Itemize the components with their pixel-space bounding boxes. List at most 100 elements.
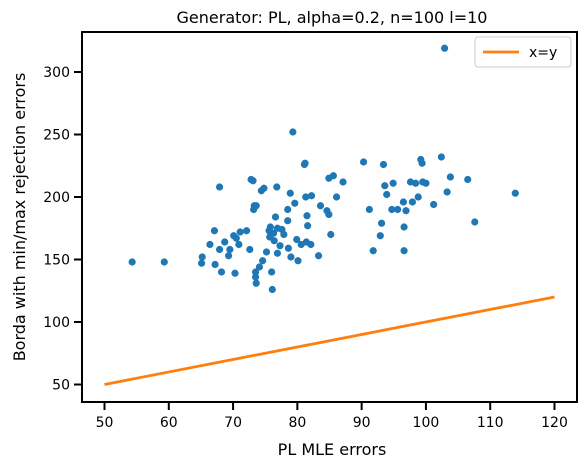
scatter-point — [160, 258, 168, 266]
scatter-point — [252, 279, 260, 287]
scatter-point — [376, 232, 384, 240]
plot-area — [104, 44, 555, 386]
scatter-point — [260, 184, 268, 192]
scatter-point — [273, 183, 281, 191]
scatter-point — [394, 205, 402, 214]
scatter-point — [252, 202, 260, 210]
scatter-point — [287, 253, 295, 261]
scatter-point — [226, 245, 234, 254]
legend: x=y — [474, 36, 572, 68]
scatter-point — [232, 234, 240, 242]
scatter-point — [399, 198, 408, 206]
scatter-point — [377, 219, 386, 227]
scatter-point — [437, 153, 445, 161]
scatter-point — [280, 230, 288, 239]
scatter-point — [388, 205, 396, 214]
x-tick-label: 70 — [224, 415, 242, 431]
scatter-point — [242, 227, 251, 235]
scatter-point — [422, 179, 430, 187]
scatter-point — [381, 182, 389, 190]
legend-box — [474, 36, 572, 68]
x-tick-label: 120 — [541, 415, 568, 431]
scatter-point — [215, 245, 224, 254]
series-line-x-equals-y — [104, 295, 555, 386]
scatter-point — [211, 260, 219, 269]
scatter-point — [329, 172, 337, 180]
scatter-point — [271, 213, 280, 221]
scatter-point — [430, 200, 438, 209]
scatter-point — [293, 235, 301, 244]
scatter-point — [304, 222, 312, 230]
scatter-point — [379, 160, 388, 169]
scatter-point — [412, 179, 420, 187]
scatter-point — [215, 183, 224, 191]
scatter-point — [307, 240, 315, 249]
plot-frame — [81, 31, 578, 403]
y-tick-label: 300 — [43, 65, 70, 81]
scatter-point — [231, 269, 239, 277]
scatter-point — [327, 230, 335, 239]
scatter-point — [316, 202, 325, 210]
y-tick-label: 200 — [43, 190, 70, 206]
scatter-point — [365, 205, 373, 214]
chart-title: Generator: PL, alpha=0.2, n=100 l=10 — [177, 8, 488, 27]
y-tick-label: 250 — [43, 128, 70, 144]
scatter-point — [339, 178, 347, 186]
x-tick-label: 80 — [288, 415, 306, 431]
scatter-point — [266, 223, 274, 231]
x-tick-label: 110 — [477, 415, 504, 431]
scatter-point — [440, 44, 449, 52]
scatter-point — [301, 159, 309, 167]
y-tick-label: 100 — [43, 315, 70, 331]
axes: 50 60 70 80 90 100 110 120 50 100 150 200 250 300 — [43, 31, 578, 431]
scatter-point — [270, 237, 278, 245]
x-tick-label: 60 — [160, 415, 178, 431]
scatter-point — [369, 247, 377, 255]
scatter-point — [273, 249, 282, 257]
scatter-point — [289, 128, 297, 136]
scatter-point — [284, 217, 292, 225]
scatter-point — [286, 189, 294, 197]
scatter-point — [414, 193, 422, 201]
scatter-point — [400, 223, 408, 231]
scatter-point — [383, 190, 391, 199]
legend-label: x=y — [529, 45, 557, 61]
y-tick-label: 150 — [43, 253, 70, 269]
x-tick-label: 100 — [413, 415, 440, 431]
scatter-point — [446, 173, 454, 181]
scatter-point — [251, 273, 260, 281]
scatter-point — [249, 177, 257, 185]
scatter-point — [464, 175, 472, 184]
scatter-point — [128, 258, 136, 266]
scatter-point — [251, 268, 260, 276]
scatter-point — [400, 247, 408, 255]
scatter-point — [221, 238, 229, 246]
scatter-point — [259, 257, 267, 265]
scatter-point — [268, 285, 276, 294]
scatter-point — [284, 205, 292, 214]
scatter-point — [314, 252, 323, 260]
scatter-point — [325, 210, 333, 219]
scatter-point — [389, 179, 397, 187]
scatter-point — [197, 259, 206, 267]
scatter-point — [443, 188, 451, 196]
y-axis-label: Borda with min/max rejection errors — [10, 73, 29, 362]
scatter-point — [198, 253, 206, 261]
scatter-point — [276, 242, 284, 250]
scatter-point — [246, 245, 254, 254]
scatter-point — [291, 199, 299, 207]
scatter-point — [359, 158, 368, 166]
scatter-point — [269, 229, 278, 237]
scatter-point — [217, 268, 226, 276]
x-axis-label: PL MLE errors — [278, 440, 387, 459]
x-tick-label: 50 — [96, 415, 114, 431]
scatter-point — [302, 193, 310, 201]
scatter-point — [402, 207, 410, 215]
scatter-point — [511, 189, 519, 197]
scatter-point — [418, 159, 426, 167]
scatter-point — [408, 198, 417, 206]
y-tick-label: 50 — [52, 378, 70, 394]
scatter-point — [471, 218, 479, 226]
